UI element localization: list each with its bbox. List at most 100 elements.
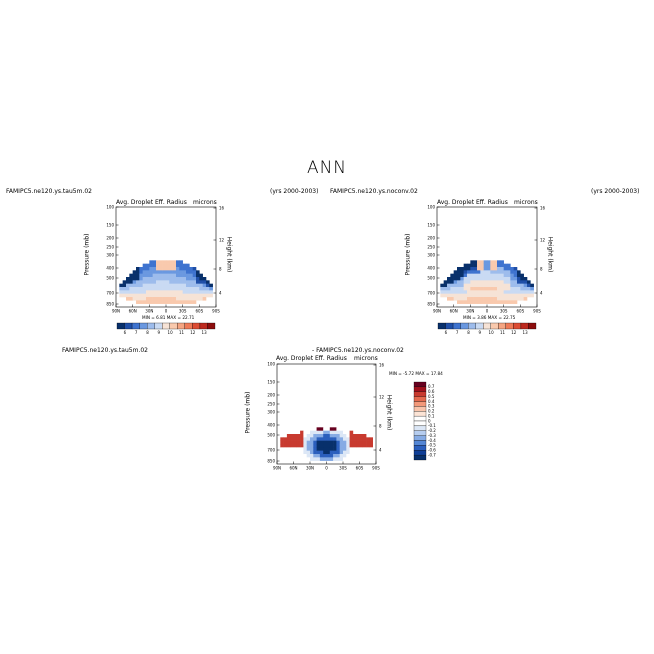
heatmap-cell: [286, 444, 291, 448]
heatmap-cell: [313, 444, 317, 448]
heatmap-cell: [497, 293, 501, 298]
heatmap-cell: [136, 297, 140, 301]
heatmap-cell: [503, 277, 508, 281]
heatmap-cell: [189, 267, 193, 271]
y2-tick-label: 8: [219, 266, 222, 271]
heatmap-cell: [343, 450, 347, 455]
heatmap-cell: [146, 277, 150, 281]
colorbar-swatch: [413, 415, 427, 422]
heatmap-cell: [149, 280, 153, 284]
heatmap-cell: [126, 283, 130, 288]
heatmap-cell: [473, 300, 478, 304]
heatmap-cell: [162, 297, 167, 301]
heatmap-cell: [129, 283, 133, 288]
heatmap-cell: [329, 440, 334, 445]
heatmap-cell: [326, 430, 331, 435]
heatmap-cell: [129, 297, 133, 301]
heatmap-cell: [316, 447, 321, 451]
heatmap-cell: [329, 434, 334, 438]
panel1-ylabel: Pressure (mb): [83, 233, 91, 276]
heatmap-cell: [162, 293, 167, 298]
colorbar-swatch: [413, 401, 427, 407]
heatmap-cell: [189, 290, 193, 294]
y-tick-label: 150: [106, 222, 114, 227]
heatmap-cell: [503, 270, 508, 274]
heatmap-cell: [467, 280, 471, 284]
panel3-ylabel: Pressure (mb): [244, 391, 252, 434]
heatmap-cell: [156, 290, 160, 294]
heatmap-cell: [500, 280, 504, 284]
heatmap-cell: [523, 277, 528, 281]
heatmap-cell: [507, 270, 511, 274]
heatmap-cell: [179, 270, 183, 274]
heatmap-cell: [483, 297, 488, 301]
heatmap-cell: [510, 280, 514, 284]
heatmap-cell: [323, 457, 327, 461]
heatmap-cell: [199, 297, 203, 301]
heatmap-cell: [483, 283, 488, 288]
heatmap-cell: [523, 290, 528, 294]
heatmap-cell: [513, 280, 518, 284]
heatmap-cell: [477, 267, 481, 271]
heatmap-cell: [453, 293, 458, 298]
heatmap-cell: [182, 273, 187, 278]
heatmap-cell: [139, 287, 143, 291]
heatmap-cell: [166, 290, 170, 294]
heatmap-cell: [186, 273, 190, 278]
heatmap-cell: [182, 267, 187, 271]
heatmap-cell: [460, 267, 464, 271]
heatmap-cell: [126, 297, 130, 301]
heatmap-cell: [480, 297, 484, 301]
heatmap-cell: [119, 290, 123, 294]
heatmap-cell: [189, 280, 193, 284]
heatmap-cell: [176, 300, 180, 304]
heatmap-cell: [520, 293, 524, 298]
heatmap-cell: [473, 267, 478, 271]
panel3-y2label: Height (km): [385, 394, 393, 431]
x-tick-label: 90N: [433, 309, 441, 314]
panel3-case: FAMIPC5.ne120.ys.tau5m.02: [62, 347, 148, 354]
heatmap-cell: [520, 287, 524, 291]
heatmap-cell: [467, 283, 471, 288]
heatmap-cell: [457, 280, 461, 284]
colorbar-label: -0.1: [428, 423, 436, 428]
heatmap-cell: [470, 297, 474, 301]
heatmap-cell: [356, 457, 360, 461]
heatmap-cell: [296, 437, 301, 441]
x-tick-label: 30S: [500, 309, 508, 314]
heatmap-cell: [296, 447, 301, 451]
heatmap-cell: [513, 273, 518, 278]
heatmap-cell: [119, 293, 123, 298]
heatmap-cell: [500, 277, 504, 281]
heatmap-cell: [362, 457, 367, 461]
heatmap-cell: [457, 287, 461, 291]
colorbar-swatch: [413, 435, 427, 441]
colorbar-label: 7: [135, 330, 138, 335]
heatmap-cell: [477, 270, 481, 274]
heatmap-cell: [199, 280, 203, 284]
heatmap-cell: [460, 293, 464, 298]
heatmap-cell: [136, 283, 140, 288]
heatmap-cell: [162, 283, 167, 288]
heatmap-cell: [530, 287, 534, 291]
y-tick-label: 500: [267, 432, 275, 437]
heatmap-cell: [333, 454, 337, 458]
heatmap-cell: [303, 430, 307, 435]
heatmap-cell: [319, 427, 324, 431]
heatmap-cell: [176, 297, 180, 301]
heatmap-cell: [156, 280, 160, 284]
heatmap-cell: [523, 297, 528, 301]
heatmap-cell: [290, 434, 294, 438]
heatmap-cell: [503, 283, 508, 288]
heatmap-cell: [206, 283, 210, 288]
heatmap-cell: [487, 290, 491, 294]
heatmap-cell: [196, 280, 200, 284]
heatmap-cell: [162, 287, 167, 291]
heatmap-cell: [470, 287, 474, 291]
heatmap-cell: [293, 444, 298, 448]
heatmap-cell: [199, 290, 203, 294]
heatmap-cell: [132, 297, 137, 301]
colorbar-swatch: [207, 322, 216, 330]
heatmap-cell: [196, 293, 200, 298]
heatmap-cell: [142, 280, 147, 284]
